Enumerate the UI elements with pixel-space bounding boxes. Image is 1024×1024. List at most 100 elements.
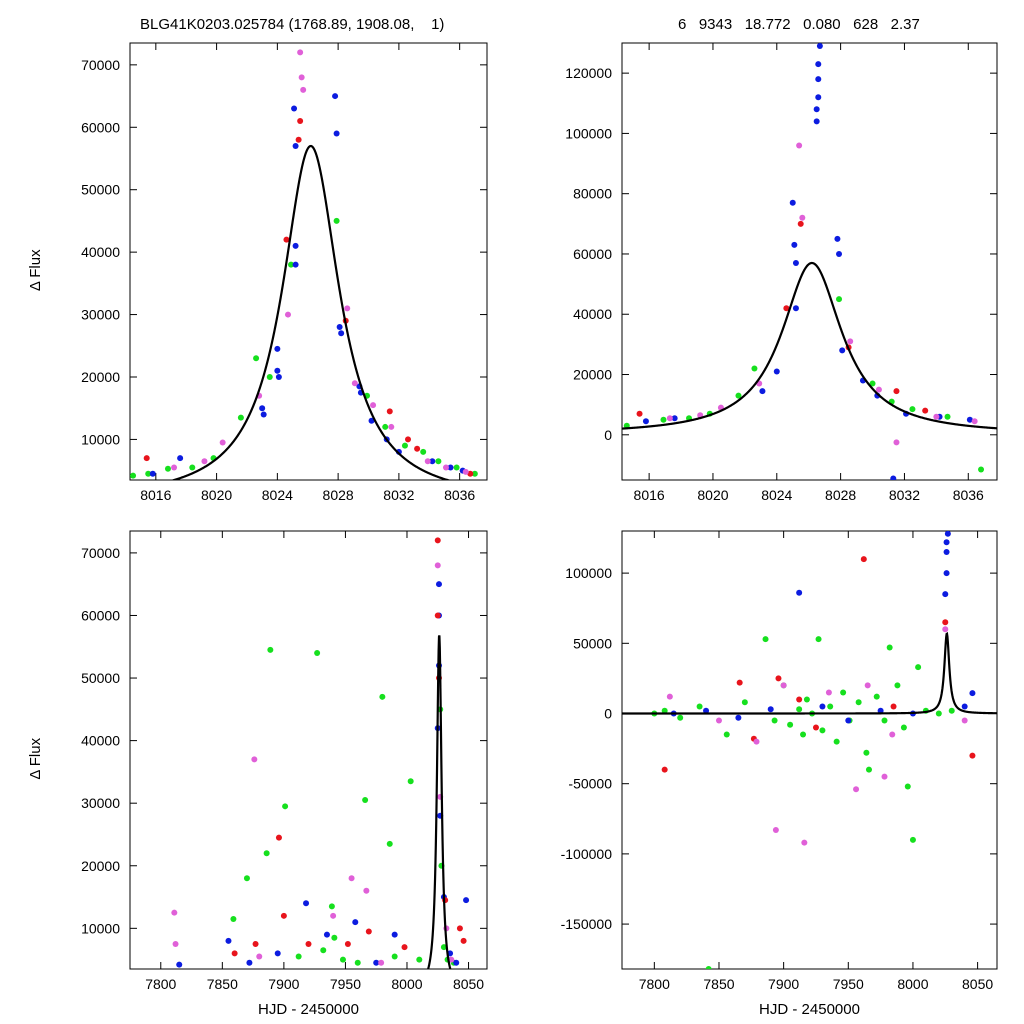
data-point (378, 959, 385, 966)
data-point (453, 959, 460, 966)
data-point (840, 689, 847, 696)
y-tick-label: 0 (604, 427, 612, 443)
plot-frame (129, 42, 488, 481)
x-tick-label: 7950 (833, 976, 864, 992)
data-point (405, 436, 412, 443)
data-point (783, 305, 790, 312)
x-tick-label: 7800 (639, 976, 670, 992)
data-point (274, 950, 281, 957)
data-point (328, 903, 335, 910)
data-point (886, 644, 893, 651)
data-point (775, 675, 782, 682)
data-point (865, 766, 872, 773)
data-point (803, 696, 810, 703)
data-point (386, 408, 393, 415)
data-point (373, 959, 380, 966)
data-point (735, 714, 742, 721)
data-point (881, 717, 888, 724)
data-point (434, 612, 441, 619)
x-tick-label: 8016 (634, 487, 665, 503)
x-tick-label: 8032 (383, 487, 414, 503)
data-point (661, 707, 668, 714)
data-point (219, 439, 226, 446)
data-point (456, 925, 463, 932)
data-point (890, 475, 897, 480)
data-point (780, 682, 787, 689)
y-tick-label: 50000 (573, 635, 612, 651)
data-point (762, 636, 769, 643)
data-point (801, 839, 808, 846)
x-axis-label: HJD - 2450000 (759, 1001, 860, 1018)
data-point (944, 413, 951, 420)
y-tick-label: 10000 (81, 920, 120, 936)
data-point (434, 537, 441, 544)
data-point (256, 953, 263, 960)
data-point (246, 959, 253, 966)
data-point (922, 407, 929, 414)
data-point (800, 731, 807, 738)
data-point (382, 423, 389, 430)
data-point (723, 731, 730, 738)
data-point (388, 423, 395, 430)
data-point (773, 368, 780, 375)
data-point (303, 900, 310, 907)
series-red (636, 220, 929, 417)
data-point (935, 710, 942, 717)
plot-frame (621, 530, 998, 970)
data-point (351, 380, 358, 387)
y-tick-label: 100000 (565, 125, 612, 141)
data-point (391, 931, 398, 938)
plot-area (622, 43, 997, 480)
data-point (362, 797, 369, 804)
series-magenta (171, 562, 455, 966)
data-point (333, 130, 340, 137)
data-point (336, 324, 343, 331)
x-tick-label: 7900 (768, 976, 799, 992)
data-point (266, 373, 273, 380)
data-point (189, 464, 196, 471)
data-point (893, 439, 900, 446)
data-point (172, 940, 179, 947)
x-tick-label: 8028 (825, 487, 856, 503)
data-point (176, 961, 183, 968)
header-left-star-id: BLG41K0203.025784 (1768.89, 1908.08, 1) (140, 16, 445, 33)
data-point (889, 731, 896, 738)
data-point (251, 756, 258, 763)
data-point (344, 305, 351, 312)
data-point (703, 707, 710, 714)
data-point (942, 591, 949, 598)
data-point (284, 311, 291, 318)
data-point (434, 562, 441, 569)
data-point (869, 380, 876, 387)
x-tick-label: 8050 (453, 976, 484, 992)
y-tick-label: 40000 (573, 306, 612, 322)
series-blue (149, 93, 466, 477)
data-point (354, 959, 361, 966)
data-point (813, 106, 820, 113)
data-point (420, 448, 427, 455)
data-point (267, 646, 274, 653)
data-point (915, 664, 922, 671)
data-point (252, 940, 259, 947)
data-point (463, 897, 470, 904)
data-point (696, 703, 703, 710)
x-axis-label: HJD - 2450000 (258, 1001, 359, 1018)
data-point (467, 470, 474, 477)
data-point (363, 887, 370, 894)
series-green (623, 296, 985, 473)
data-point (666, 693, 673, 700)
data-point (282, 803, 289, 810)
data-point (297, 118, 304, 125)
data-point (969, 752, 976, 759)
data-point (860, 556, 867, 563)
data-point (448, 956, 455, 963)
x-tick-label: 8024 (761, 487, 792, 503)
x-tick-label: 8016 (140, 487, 171, 503)
data-point (796, 589, 803, 596)
data-point (416, 956, 423, 963)
data-point (435, 581, 442, 588)
data-point (295, 953, 302, 960)
data-point (149, 470, 156, 477)
data-point (836, 250, 843, 257)
series-red (231, 537, 467, 957)
